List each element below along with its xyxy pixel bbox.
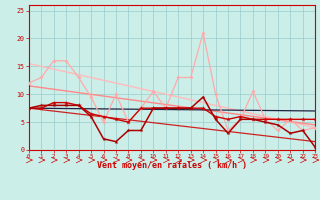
X-axis label: Vent moyen/en rafales ( km/h ): Vent moyen/en rafales ( km/h ) [97, 161, 247, 170]
